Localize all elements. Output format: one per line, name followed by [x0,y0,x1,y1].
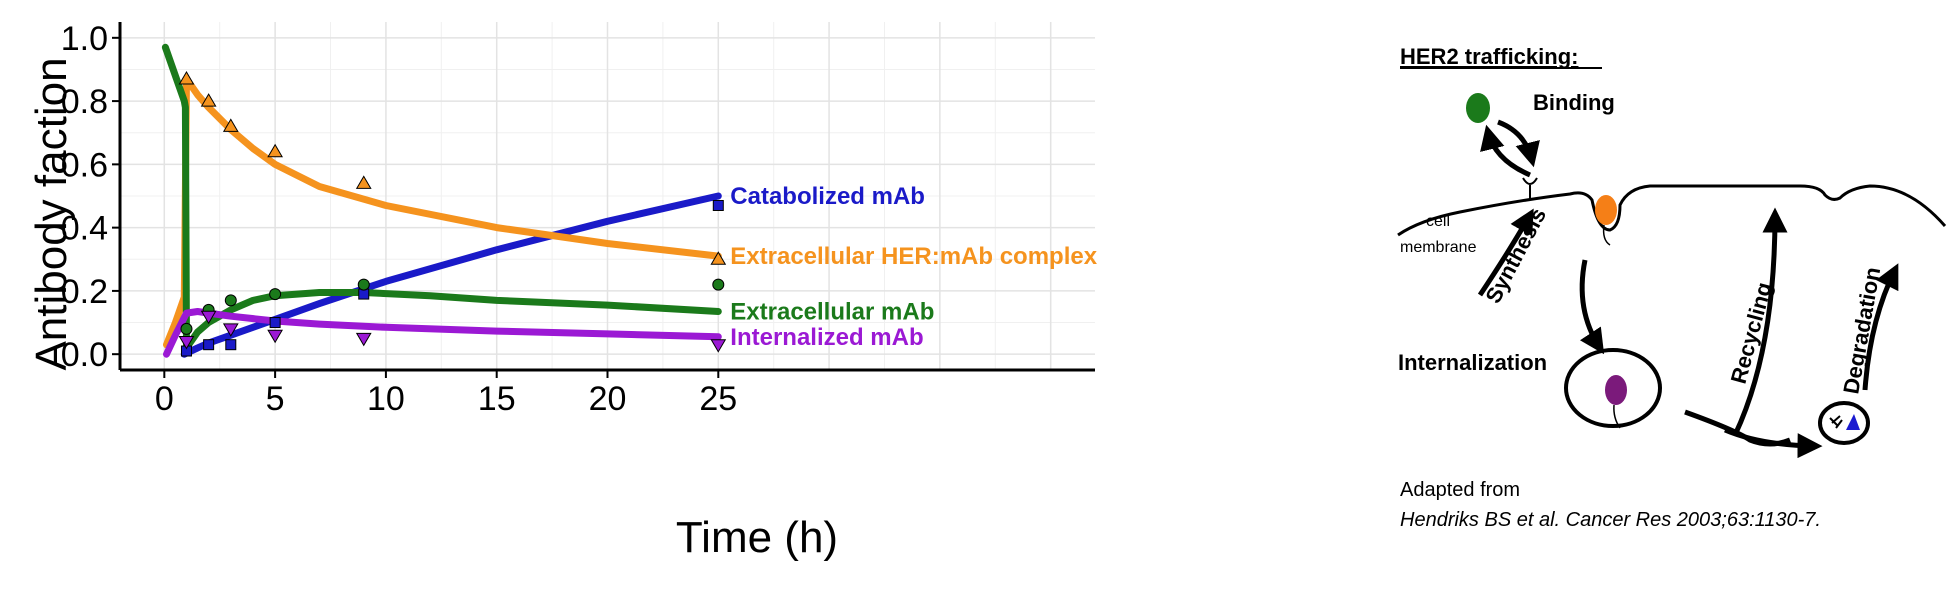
y-axis-label: Antibody faction [27,57,76,370]
extracellular-mab-point [357,278,370,291]
chart-grid [120,22,1095,370]
y-tick-label: 0.8 [61,83,108,121]
extracellular-her-mab-complex-point [178,70,195,85]
cell-label: cell [1426,213,1450,230]
extracellular-mab-point [712,278,725,291]
endosome [1564,348,1662,428]
catabolized-mab-point [269,317,281,329]
membrane-label: membrane [1400,239,1477,256]
to-lysosome-arrow [1724,427,1823,459]
y-tick-label: 0.4 [61,210,108,248]
internalized-antibody-icon [1605,375,1627,405]
diagram-title: HER2 trafficking: [1400,44,1578,69]
y-tick-label: 0.6 [61,146,108,184]
internalized-mab-point [267,329,283,344]
x-tick-label: 0 [155,380,174,418]
series-labels: Catabolized mAb Extracellular HER:mAb com… [730,183,1097,351]
credit-reference: Hendriks BS et al. Cancer Res 2003;63:11… [1400,509,1821,531]
internalized-mab-point [222,323,239,337]
extracellular-her-mab-complex-point [710,251,727,265]
degradation-arrow [1862,263,1899,391]
recycling-arrow [1732,207,1788,437]
synthesis-label: Synthesis [1480,204,1551,308]
lysosome [1818,401,1870,445]
extracellular-her-mab-complex-point [200,93,217,107]
internalized-receptor-line [1613,404,1621,429]
cell-membrane [1397,184,1947,237]
credit-line-1: Adapted from [1400,479,1521,501]
internalized-mab-point [710,339,727,353]
extracellular-mab-point [269,288,282,301]
her-mab-complex-icon [1595,195,1617,225]
extracellular-mab-curve [161,43,722,352]
her2-receptor-icon [1522,177,1538,200]
extracellular-mab-point [224,294,237,307]
y-tick-label: 0.2 [61,273,108,311]
complex-receptor-line [1602,224,1611,246]
extracellular-mab-label: Extracellular mAb [730,298,934,325]
catabolized-mab-point [712,199,724,211]
x-tick-label: 25 [699,380,737,418]
x-tick-label: 15 [478,380,516,418]
antibody-fraction-chart: 0 5 10 15 20 25 0.0 0.2 0.4 0.6 0.8 1.0 Catabolize… [27,20,1098,562]
extracellular-her-mab-complex-point [267,143,283,158]
extracellular-mab-point [180,322,193,335]
binding-label: Binding [1533,90,1615,115]
y-axis-ticks: 0.0 0.2 0.4 0.6 0.8 1.0 [61,20,120,374]
internalized-mab-curve [163,308,722,358]
her2-trafficking-diagram: HER2 trafficking: Binding cell membrane … [1397,44,1947,459]
degradation-label: Degradation [1838,265,1885,396]
x-axis-ticks: 0 5 10 15 20 25 [155,370,737,418]
internalization-label: Internalization [1398,350,1547,375]
catabolized-mab-point [203,339,215,351]
internalized-mab-point [178,336,195,350]
internalized-mab-label: Internalized mAb [730,324,923,351]
synthesis-arrow [1477,208,1534,297]
y-tick-label: 1.0 [61,20,108,58]
chart-points [178,70,727,357]
degraded-antibody-icon [1846,414,1860,430]
extracellular-her-mab-complex-label: Extracellular HER:mAb complex [730,243,1097,270]
x-axis-label: Time (h) [676,513,838,562]
x-tick-label: 20 [589,380,627,418]
x-tick-label: 10 [367,380,405,418]
binding-arrow-up [1480,124,1531,178]
catabolized-mab-point [225,339,237,351]
internalization-arrow [1579,259,1605,355]
credit: Adapted from Hendriks BS et al. Cancer R… [1400,475,1940,535]
degraded-fragment-icon [1829,415,1843,429]
internalized-mab-point [355,332,372,347]
catabolized-mab-label: Catabolized mAb [730,183,925,210]
recycling-label: Recycling [1726,279,1777,386]
extracellular-her-mab-complex-point [355,175,372,189]
extracellular-her-mab-complex-point [222,118,239,132]
y-tick-label: 0.0 [61,336,108,374]
binding-arrow-down [1497,119,1540,168]
x-tick-label: 5 [266,380,285,418]
free-antibody-icon [1466,93,1490,123]
internalized-mab-point [200,310,217,325]
